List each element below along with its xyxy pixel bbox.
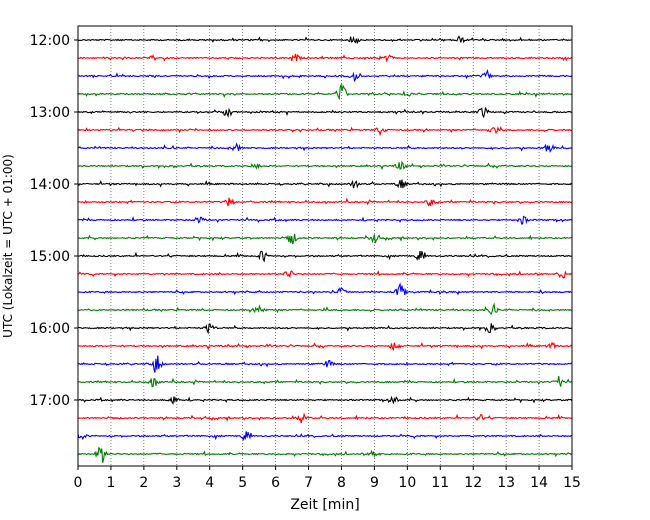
x-tick-label: 5 [238,475,247,491]
x-tick-label: 7 [304,475,313,491]
trace-1200 [77,35,573,44]
x-tick-label: 11 [431,475,449,491]
trace-1315 [77,125,573,137]
trace-1745 [77,446,573,463]
trace-1300 [77,106,573,119]
trace-1545 [77,302,573,316]
y-axis-label: UTC (Lokalzeit = UTC + 01:00) [1,154,15,338]
x-tick-label: 1 [106,475,115,491]
y-tick-label: 14:00 [30,177,70,193]
trace-1215 [77,53,573,63]
x-tick-label: 14 [530,475,548,491]
x-tick-label: 8 [337,475,346,491]
trace-1645 [77,376,573,388]
x-tick-label: 13 [497,475,515,491]
x-tick-label: 2 [139,475,148,491]
x-tick-label: 9 [370,475,379,491]
y-axis-ticks: 12:00 13:00 14:00 15:00 16:00 17:00 [30,33,78,409]
trace-1700 [77,395,573,405]
trace-1245 [77,82,573,101]
trace-1630 [77,355,573,373]
trace-1345 [77,160,573,171]
y-tick-label: 17:00 [30,393,70,409]
trace-1230 [77,68,573,83]
trace-1445 [77,233,573,245]
trace-1530 [77,282,573,296]
x-axis-ticks: 0 1 2 3 4 5 6 7 8 9 10 11 12 13 14 15 [74,466,581,491]
trace-1730 [77,431,573,442]
trace-1515 [77,270,573,279]
trace-1415 [77,197,573,207]
y-tick-label: 13:00 [30,105,70,121]
x-tick-label: 10 [398,475,416,491]
x-tick-label: 4 [205,475,214,491]
trace-1330 [77,142,573,154]
trace-1500 [77,250,573,263]
plot-frame [77,25,573,467]
y-tick-label: 16:00 [30,321,70,337]
y-tick-label: 12:00 [30,33,70,49]
vertical-gridlines [110,26,540,466]
x-axis-label: Zeit [min] [290,497,359,513]
trace-1400 [77,179,573,189]
trace-1615 [77,341,573,352]
x-tick-label: 12 [464,475,482,491]
trace-group [77,35,573,463]
x-tick-label: 6 [271,475,280,491]
x-tick-label: 0 [74,475,83,491]
trace-1715 [77,412,573,424]
x-tick-label: 3 [172,475,181,491]
trace-1430 [77,215,573,225]
x-tick-label: 15 [563,475,581,491]
trace-1600 [77,323,573,335]
y-tick-label: 15:00 [30,249,70,265]
